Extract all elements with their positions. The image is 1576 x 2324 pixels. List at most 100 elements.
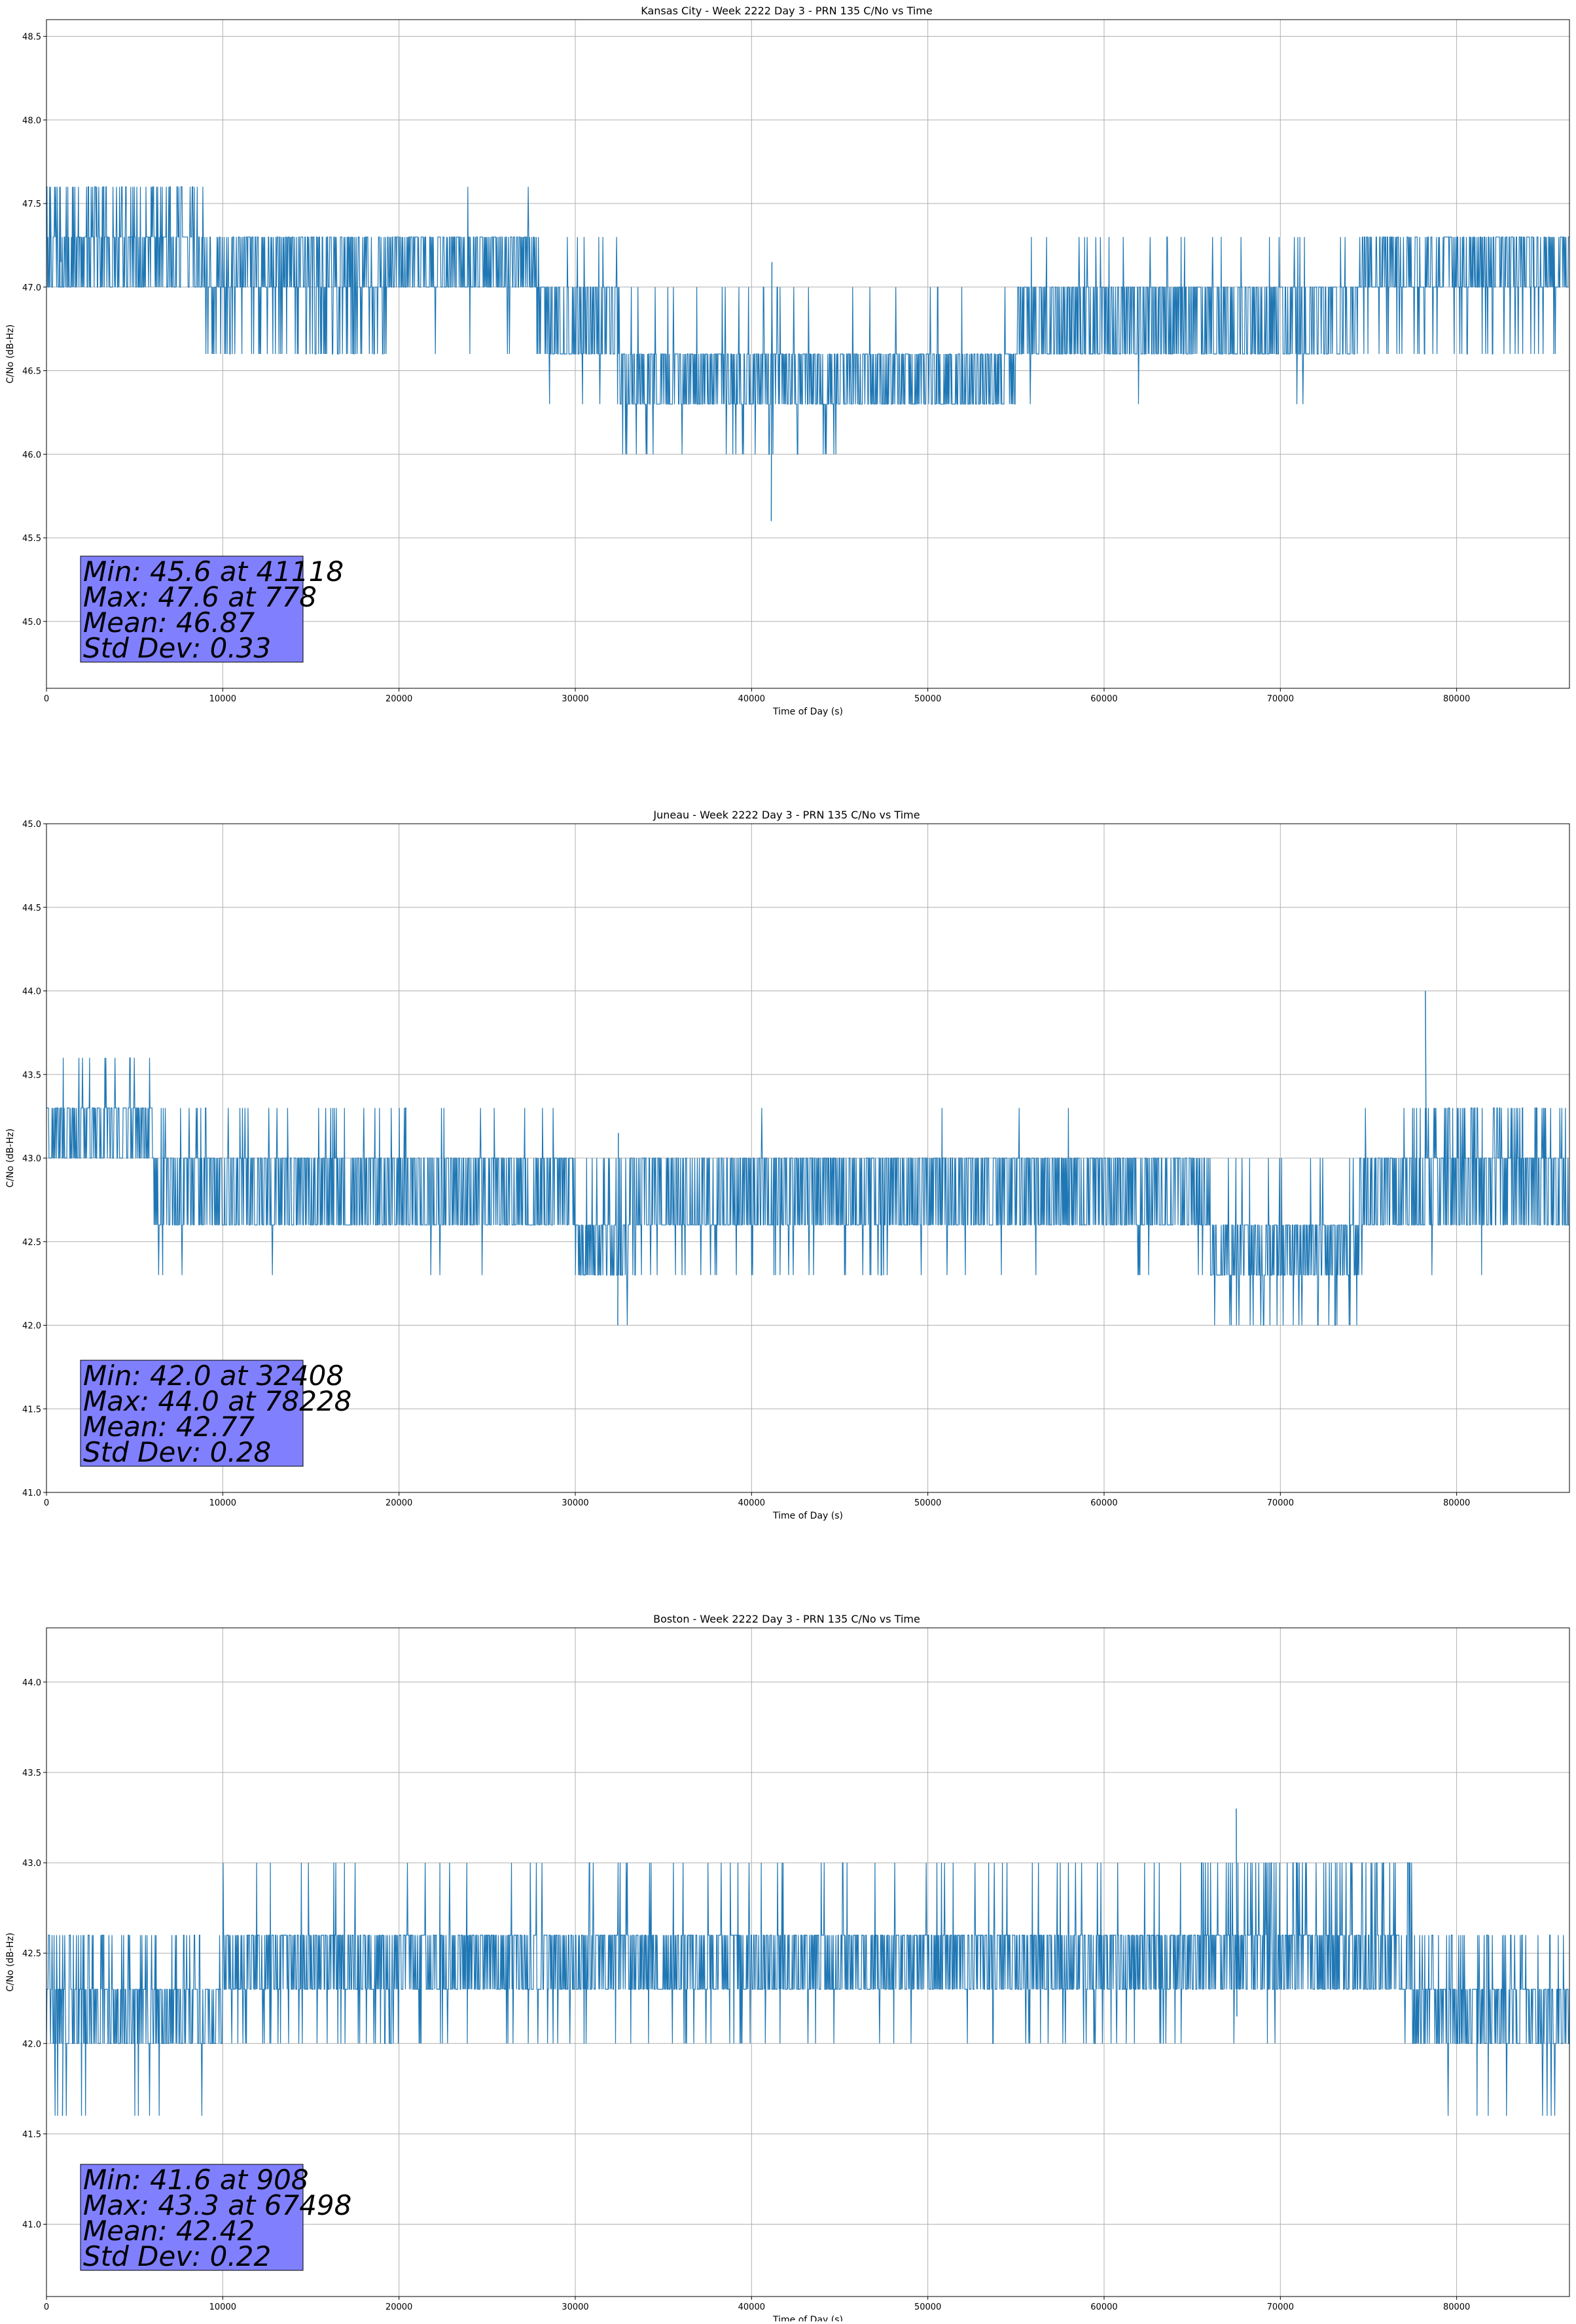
stats-box: Min: 45.6 at 41118 Max: 47.6 at 778 Mean… [80, 555, 344, 664]
x-tick-label: 20000 [385, 694, 412, 704]
cno-series-line [46, 1862, 1570, 2116]
stats-max: Max: 43.3 at 67498 [83, 2189, 351, 2221]
x-ticks: 0 10000 20000 30000 40000 50000 60000 70000 8000… [44, 1492, 1470, 1508]
x-tick-label: 80000 [1443, 1498, 1470, 1508]
stats-box: Min: 41.6 at 908 Max: 43.3 at 67498 Mean… [80, 2164, 351, 2272]
data-series [46, 186, 1569, 521]
y-tick-label: 43.0 [22, 1859, 41, 1869]
x-tick-label: 70000 [1267, 694, 1294, 704]
x-tick-label: 60000 [1090, 1498, 1117, 1508]
stats-mean: Mean: 42.77 [83, 1411, 255, 1443]
x-ticks: 0 10000 20000 30000 40000 50000 60000 70000 8000… [44, 2297, 1470, 2312]
extreme-spike [62, 2016, 64, 2116]
y-tick-label: 41.5 [22, 1405, 41, 1415]
x-axis-label: Time of Day (s) [772, 1511, 843, 1521]
x-tick-label: 20000 [385, 2302, 412, 2312]
plot-title: Kansas City - Week 2222 Day 3 - PRN 135 … [641, 5, 932, 17]
stats-mean: Mean: 46.87 [83, 607, 255, 639]
stats-std-dev: Std Dev: 0.33 [83, 632, 271, 664]
plot-title: Boston - Week 2222 Day 3 - PRN 135 C/No … [653, 1613, 920, 1625]
x-tick-label: 30000 [562, 694, 588, 704]
y-tick-label: 43.5 [22, 1769, 41, 1778]
x-axis-label: Time of Day (s) [772, 707, 843, 717]
x-tick-label: 40000 [738, 694, 765, 704]
plot-juneau: Juneau - Week 2222 Day 3 - PRN 135 C/No … [5, 809, 1570, 1521]
y-ticks: 41.0 41.5 42.0 42.5 43.0 43.5 44.0 [22, 1678, 46, 2230]
stats-min: Min: 45.6 at 41118 [83, 555, 344, 588]
extreme-spike [770, 262, 773, 521]
stats-min: Min: 41.6 at 908 [83, 2164, 309, 2196]
x-tick-label: 70000 [1267, 1498, 1294, 1508]
x-tick-label: 60000 [1090, 694, 1117, 704]
x-tick-label: 10000 [209, 1498, 236, 1508]
x-ticks: 0 10000 20000 30000 40000 50000 60000 70000 8000… [44, 688, 1470, 704]
axes-frame [46, 1627, 1570, 2297]
x-tick-label: 40000 [738, 2302, 765, 2312]
y-tick-label: 42.0 [22, 2039, 41, 2049]
y-tick-label: 43.5 [22, 1070, 41, 1080]
stats-box-background [80, 555, 304, 663]
x-tick-label: 0 [44, 694, 49, 704]
data-series [46, 991, 1569, 1326]
y-axis-label: C/No (dB-Hz) [5, 1933, 16, 1992]
y-tick-label: 43.0 [22, 1154, 41, 1164]
x-tick-label: 70000 [1267, 2302, 1294, 2312]
x-tick-label: 0 [44, 2302, 49, 2312]
y-tick-label: 41.5 [22, 2130, 41, 2139]
plot-title: Juneau - Week 2222 Day 3 - PRN 135 C/No … [653, 809, 920, 821]
y-tick-label: 45.0 [22, 820, 41, 830]
y-ticks: 45.0 45.5 46.0 46.5 47.0 47.5 48.0 48.5 [22, 33, 46, 627]
extreme-spike [1236, 1808, 1238, 2016]
extreme-spike [60, 186, 62, 262]
y-ticks: 41.0 41.5 42.0 42.5 43.0 43.5 44.0 44.5 45.0 [22, 820, 46, 1498]
stats-min: Min: 42.0 at 32408 [83, 1360, 344, 1392]
y-tick-label: 46.0 [22, 450, 41, 460]
x-tick-label: 10000 [209, 2302, 236, 2312]
y-tick-label: 45.0 [22, 618, 41, 627]
axes-frame [46, 19, 1570, 689]
x-tick-label: 80000 [1443, 694, 1470, 704]
y-tick-label: 41.0 [22, 2221, 41, 2230]
cno-series-line [46, 186, 1569, 455]
y-tick-label: 44.0 [22, 1678, 41, 1688]
stats-max: Max: 44.0 at 78228 [83, 1385, 351, 1417]
x-tick-label: 40000 [738, 1498, 765, 1508]
data-series [46, 1808, 1570, 2116]
x-tick-label: 60000 [1090, 2302, 1117, 2312]
y-tick-label: 41.0 [22, 1488, 41, 1498]
x-axis-label: Time of Day (s) [772, 2315, 843, 2321]
y-tick-label: 48.5 [22, 33, 41, 43]
x-tick-label: 30000 [562, 2302, 588, 2312]
stats-std-dev: Std Dev: 0.22 [83, 2240, 271, 2272]
y-tick-label: 48.0 [22, 116, 41, 126]
x-tick-label: 20000 [385, 1498, 412, 1508]
y-tick-label: 46.5 [22, 367, 41, 377]
x-tick-label: 10000 [209, 694, 236, 704]
stats-mean: Mean: 42.42 [83, 2215, 255, 2247]
stats-box: Min: 42.0 at 32408 Max: 44.0 at 78228 Me… [80, 1360, 351, 1468]
y-axis-label: C/No (dB-Hz) [5, 325, 16, 383]
extreme-spike [1425, 991, 1427, 1133]
x-tick-label: 50000 [914, 2302, 941, 2312]
x-tick-label: 30000 [562, 1498, 588, 1508]
y-tick-label: 44.5 [22, 904, 41, 913]
y-tick-label: 42.0 [22, 1322, 41, 1331]
stats-box-background [80, 2164, 304, 2271]
y-tick-label: 47.0 [22, 283, 41, 293]
stats-box-background [80, 1360, 304, 1467]
y-tick-label: 42.5 [22, 1949, 41, 1959]
stats-max: Max: 47.6 at 778 [83, 581, 317, 613]
cno-series-line [46, 1057, 1569, 1326]
x-tick-label: 50000 [914, 1498, 941, 1508]
plot-boston: Boston - Week 2222 Day 3 - PRN 135 C/No … [5, 1613, 1570, 2324]
x-tick-label: 0 [44, 1498, 49, 1508]
stats-std-dev: Std Dev: 0.28 [83, 1436, 271, 1468]
y-tick-label: 44.0 [22, 987, 41, 997]
x-tick-label: 80000 [1443, 2302, 1470, 2312]
y-tick-label: 47.5 [22, 200, 41, 209]
plot-kansas-city: Kansas City - Week 2222 Day 3 - PRN 135 … [5, 5, 1570, 717]
y-tick-label: 42.5 [22, 1238, 41, 1248]
y-axis-label: C/No (dB-Hz) [5, 1129, 16, 1188]
